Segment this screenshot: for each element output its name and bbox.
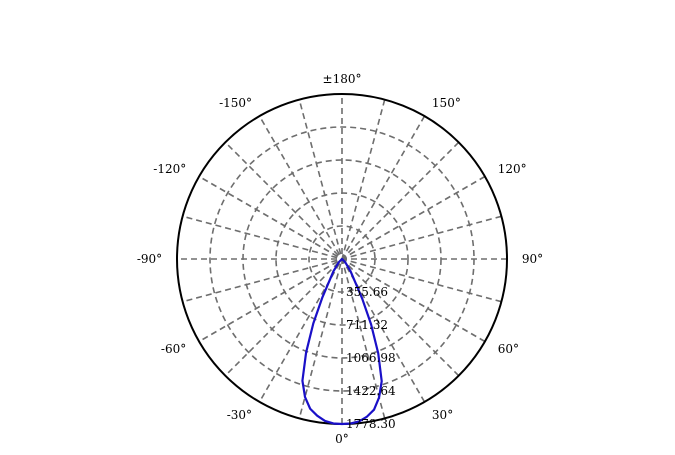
grid-ring — [209, 126, 475, 392]
angle-tick-label: -60° — [161, 342, 186, 356]
angle-tick-label: ±180° — [323, 72, 362, 86]
angle-tick-label: 150° — [432, 96, 461, 110]
radial-tick-label: 355.66 — [346, 285, 388, 299]
radial-tick-labels: 355.66 711.32 1066.98 1422.64 1778.30 — [346, 285, 396, 431]
angle-tick-labels: 0° 30° 60° 90° 120° 150° ±180° -150° -120° -90° -6… — [137, 72, 543, 446]
grid-ring — [308, 225, 376, 293]
grid-ring — [242, 159, 442, 359]
grid-ring — [275, 192, 409, 326]
angle-tick-label: 60° — [498, 342, 519, 356]
radial-tick-label: 1066.98 — [346, 351, 396, 365]
angle-tick-label: 0° — [335, 432, 349, 446]
angle-tick-label: -90° — [137, 252, 162, 266]
intensity-curve — [301, 257, 383, 426]
angle-tick-label: -120° — [153, 162, 186, 176]
angle-tick-label: 30° — [432, 408, 453, 422]
radial-tick-label: 1778.30 — [346, 417, 396, 431]
series-layer — [301, 257, 383, 426]
angle-tick-label: 90° — [522, 252, 543, 266]
radial-tick-label: 1422.64 — [346, 384, 396, 398]
angle-tick-label: 120° — [498, 162, 527, 176]
angle-tick-label: -150° — [219, 96, 252, 110]
angle-tick-label: -30° — [227, 408, 252, 422]
radial-tick-label: 711.32 — [346, 318, 388, 332]
